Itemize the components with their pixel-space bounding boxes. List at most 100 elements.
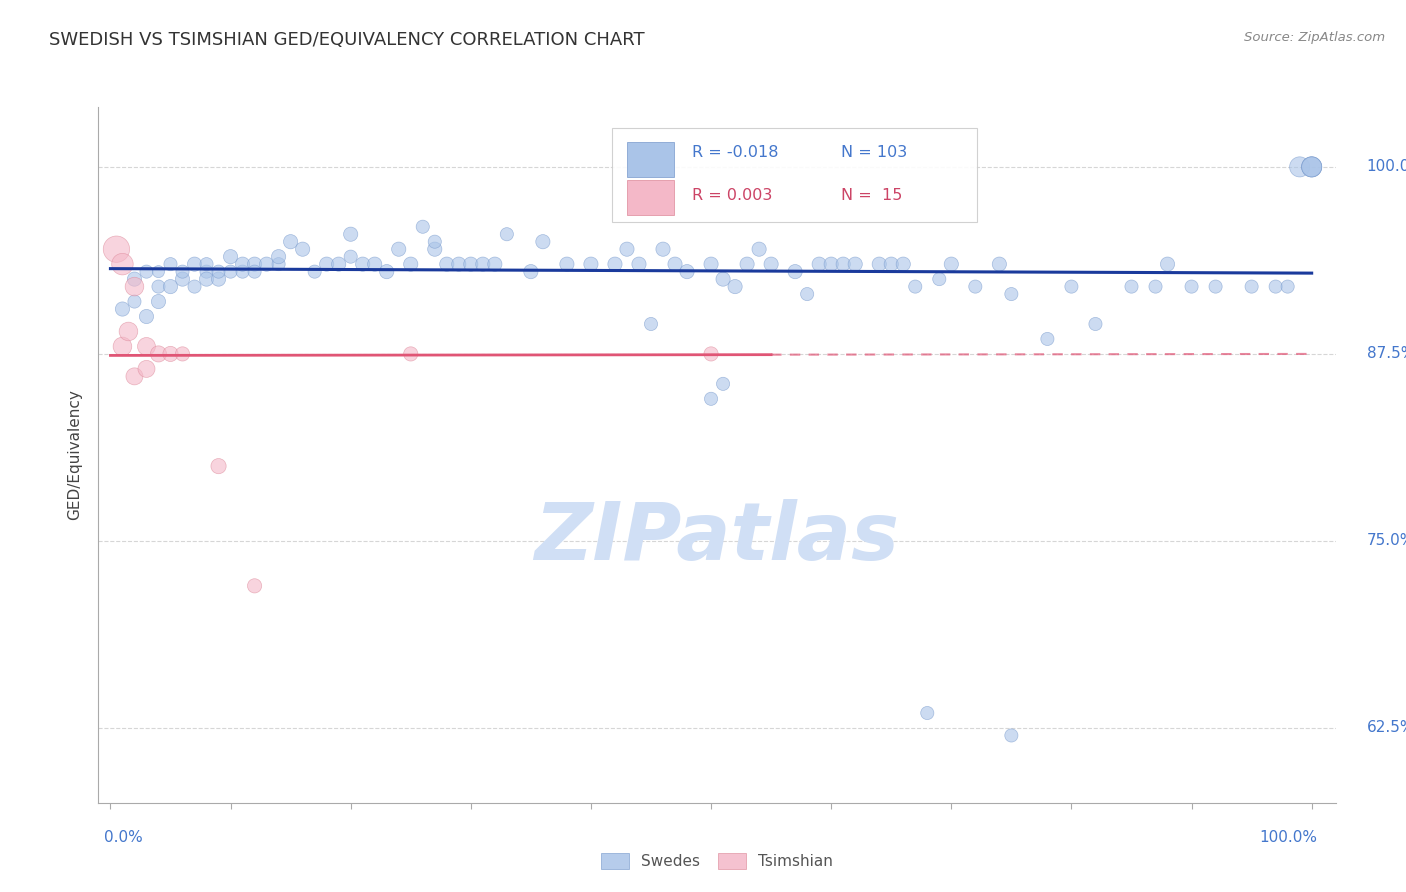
Point	[339, 250, 361, 264]
Point	[700, 347, 723, 361]
Text: SWEDISH VS TSIMSHIAN GED/EQUIVALENCY CORRELATION CHART: SWEDISH VS TSIMSHIAN GED/EQUIVALENCY COR…	[49, 31, 645, 49]
Point	[111, 257, 134, 271]
Point	[484, 257, 506, 271]
Text: N = 103: N = 103	[841, 145, 907, 160]
Point	[844, 257, 866, 271]
Point	[124, 272, 146, 286]
Point	[423, 242, 446, 256]
Point	[159, 347, 181, 361]
Point	[1144, 279, 1167, 293]
Point	[928, 272, 950, 286]
Point	[219, 250, 242, 264]
Point	[195, 272, 218, 286]
Point	[891, 257, 914, 271]
Point	[555, 257, 578, 271]
Point	[399, 257, 422, 271]
Point	[1240, 279, 1263, 293]
Point	[232, 257, 254, 271]
Point	[471, 257, 494, 271]
Point	[1000, 729, 1022, 743]
Point	[423, 235, 446, 249]
Legend: Swedes, Tsimshian: Swedes, Tsimshian	[595, 847, 839, 875]
Point	[785, 265, 807, 279]
Point	[808, 257, 831, 271]
Point	[1301, 160, 1323, 174]
Point	[111, 339, 134, 353]
Point	[1301, 160, 1323, 174]
Point	[460, 257, 482, 271]
Text: 75.0%: 75.0%	[1367, 533, 1406, 549]
Point	[195, 265, 218, 279]
Point	[735, 257, 758, 271]
Point	[207, 272, 229, 286]
Point	[328, 257, 350, 271]
Y-axis label: GED/Equivalency: GED/Equivalency	[66, 390, 82, 520]
Point	[616, 242, 638, 256]
Text: Source: ZipAtlas.com: Source: ZipAtlas.com	[1244, 31, 1385, 45]
Point	[436, 257, 458, 271]
Point	[364, 257, 387, 271]
Text: R = 0.003: R = 0.003	[692, 188, 773, 202]
Point	[111, 301, 134, 316]
Point	[352, 257, 374, 271]
Point	[304, 265, 326, 279]
Point	[1121, 279, 1143, 293]
Point	[183, 257, 205, 271]
FancyBboxPatch shape	[612, 128, 977, 222]
Point	[172, 272, 194, 286]
Point	[652, 242, 675, 256]
Point	[1180, 279, 1202, 293]
Point	[399, 347, 422, 361]
Point	[339, 227, 361, 242]
Point	[148, 347, 170, 361]
Point	[868, 257, 890, 271]
Point	[603, 257, 626, 271]
Point	[1084, 317, 1107, 331]
Point	[447, 257, 470, 271]
Point	[148, 265, 170, 279]
Point	[1301, 160, 1323, 174]
Point	[243, 265, 266, 279]
Text: N =  15: N = 15	[841, 188, 903, 202]
Point	[820, 257, 842, 271]
Text: 100.0%: 100.0%	[1367, 160, 1406, 175]
Point	[832, 257, 855, 271]
Point	[267, 250, 290, 264]
Point	[640, 317, 662, 331]
Point	[759, 257, 782, 271]
Point	[1277, 279, 1299, 293]
Point	[243, 579, 266, 593]
FancyBboxPatch shape	[627, 180, 673, 215]
Point	[1060, 279, 1083, 293]
Point	[105, 242, 128, 256]
Point	[1288, 160, 1310, 174]
Text: ZIPatlas: ZIPatlas	[534, 500, 900, 577]
Point	[135, 339, 157, 353]
Point	[148, 294, 170, 309]
Point	[579, 257, 602, 271]
Point	[520, 265, 543, 279]
Point	[700, 257, 723, 271]
Point	[724, 279, 747, 293]
Text: 0.0%: 0.0%	[104, 830, 143, 845]
Point	[172, 347, 194, 361]
Point	[748, 242, 770, 256]
Point	[917, 706, 939, 720]
Point	[159, 279, 181, 293]
Point	[988, 257, 1011, 271]
Point	[1156, 257, 1178, 271]
Point	[664, 257, 686, 271]
Point	[207, 265, 229, 279]
Point	[207, 459, 229, 474]
Point	[280, 235, 302, 249]
Point	[965, 279, 987, 293]
Point	[711, 272, 734, 286]
Point	[256, 257, 278, 271]
Point	[700, 392, 723, 406]
Point	[711, 376, 734, 391]
Point	[375, 265, 398, 279]
Point	[531, 235, 554, 249]
Point	[388, 242, 411, 256]
Point	[1000, 287, 1022, 301]
Point	[195, 257, 218, 271]
